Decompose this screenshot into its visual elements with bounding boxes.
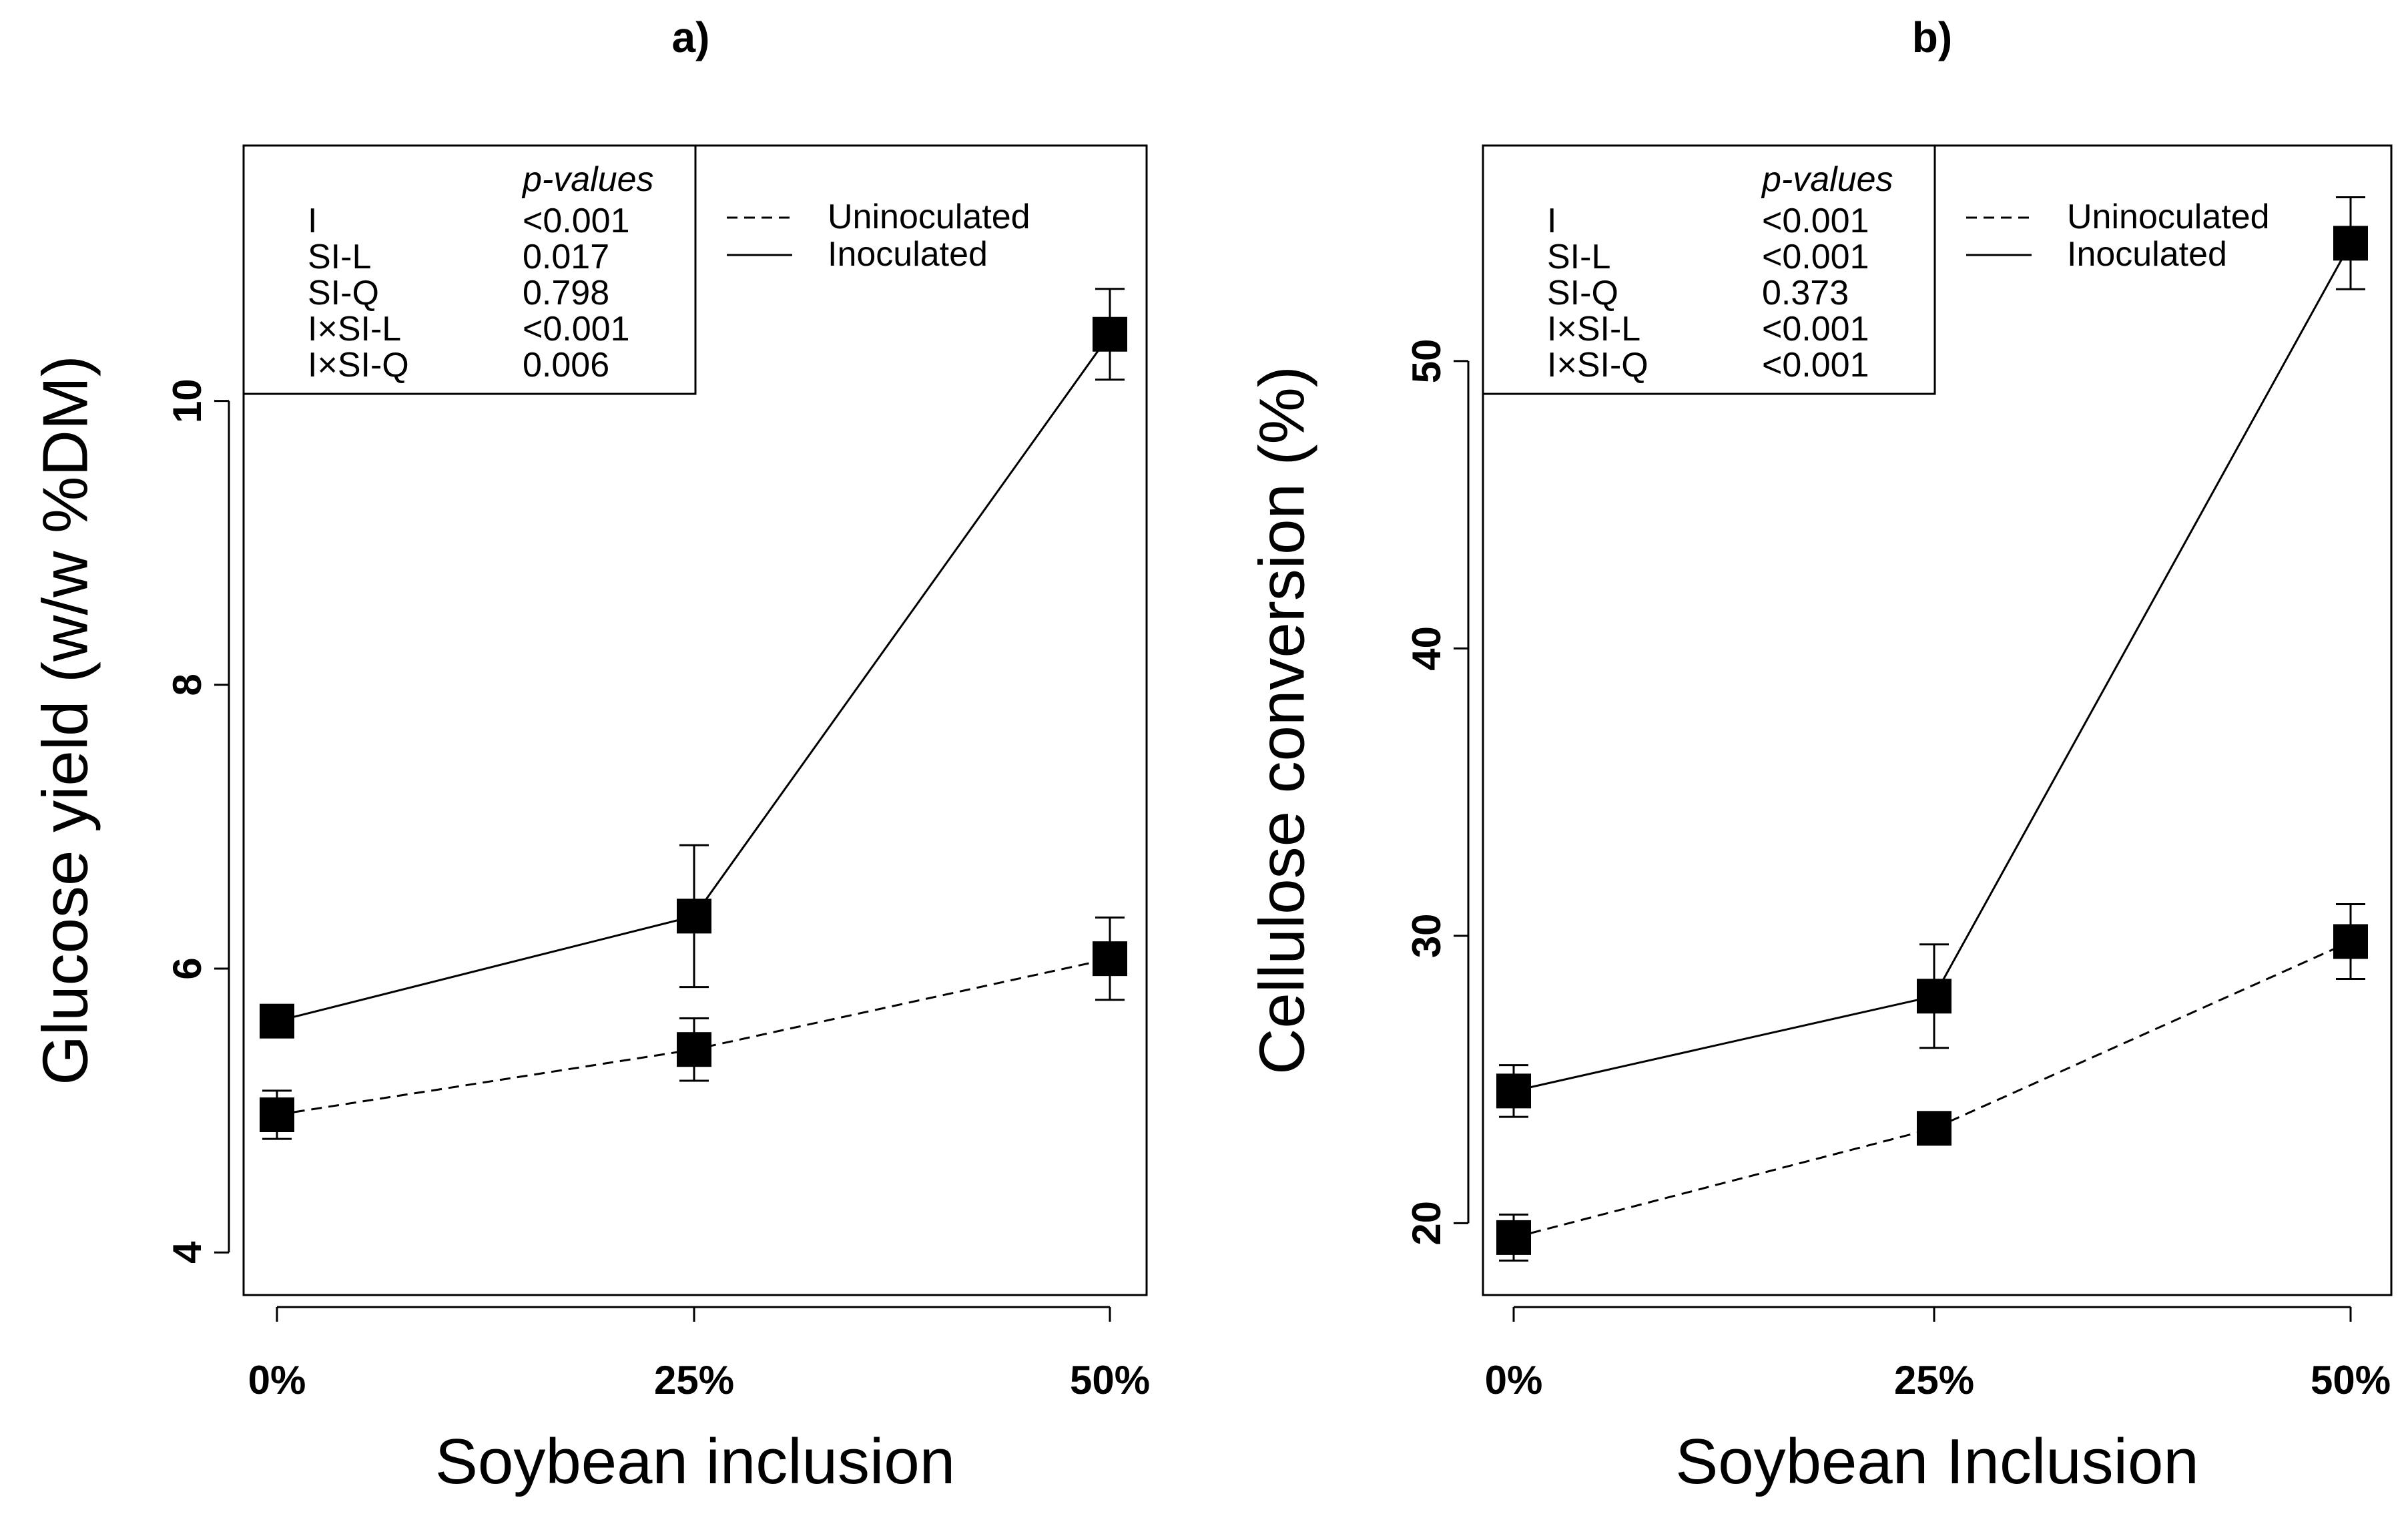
data-point [1496,1220,1531,1255]
y-tick-label: 20 [1404,1201,1449,1246]
y-tick-label: 6 [165,957,210,979]
y-tick-label: 4 [165,1241,210,1264]
y-tick-label: 8 [165,674,210,696]
data-point [1093,316,1127,352]
pvalue-header: p-values [521,160,654,199]
pvalue-term: I×SI-Q [308,346,409,385]
pvalue-value: 0.017 [523,238,609,276]
chart-panel-b: b) 0% 25% 50% Soybean Inclusion 20 30 40 50 Cellu… [1246,13,2393,1497]
data-point [2333,924,2368,959]
pvalue-term: I [308,202,317,240]
y-tick-label: 30 [1404,914,1449,959]
data-point [1917,979,1951,1014]
pvalue-term: SI-L [308,238,371,276]
pvalue-value: <0.001 [1762,346,1869,385]
panel-label: a) [672,13,710,61]
plot-frame [1482,144,2393,1296]
chart-panel-a: a) 0% 25% 50% Soybean inclusion 4 6 8 10 Glucose … [29,13,1150,1497]
pvalue-term: SI-L [1547,238,1610,276]
pvalue-term: I×SI-L [308,310,401,348]
pvalue-value: <0.001 [1762,238,1869,276]
pvalue-value: <0.001 [1762,310,1869,348]
pvalue-term: SI-Q [308,274,379,312]
data-point [677,1032,711,1067]
series-uninoculated [1496,903,2368,1262]
series-inoculated [1496,196,2368,1118]
data-point [1496,1073,1531,1109]
pvalue-term: I×SI-Q [1547,346,1648,385]
pvalue-value: 0.373 [1762,274,1849,312]
pvalue-table: p-values I <0.001 SI-L 0.017 SI-Q 0.798 I×SI-L <… [242,144,697,395]
legend-label: Inoculated [2067,235,2227,274]
pvalue-value: <0.001 [1762,202,1869,240]
series-inoculated [260,288,1127,1039]
pvalue-value: 0.006 [523,346,609,385]
pvalue-table: p-values I <0.001 SI-L <0.001 SI-Q 0.373 I×SI-L… [1482,144,1936,395]
pvalue-term: SI-Q [1547,274,1618,312]
pvalue-value: <0.001 [523,202,630,240]
pvalue-table-box [1482,144,1936,395]
legend-label: Uninoculated [828,198,1030,236]
x-tick-label: 0% [248,1358,306,1402]
y-tick-label: 10 [165,378,210,423]
panel-label: b) [1912,13,1952,61]
pvalue-header: p-values [1761,160,1893,199]
y-tick-label: 40 [1404,626,1449,671]
legend-label: Uninoculated [2067,198,2270,236]
y-axis-title: Glucose yield (w/w %DM) [29,355,101,1085]
pvalue-value: <0.001 [523,310,630,348]
data-point [1093,941,1127,977]
data-point [677,899,711,934]
series-uninoculated [260,917,1127,1140]
x-axis-title: Soybean inclusion [435,1426,955,1497]
x-tick-label: 0% [1485,1358,1543,1402]
x-tick-label: 50% [1070,1358,1150,1402]
pvalue-value: 0.798 [523,274,609,312]
data-point [260,1097,294,1133]
legend-label: Inoculated [828,235,988,274]
data-point [260,1003,294,1039]
x-tick-label: 25% [654,1358,734,1402]
data-point [1917,1111,1951,1146]
pvalue-term: I [1547,202,1556,240]
pvalue-table-box [242,144,697,395]
pvalue-term: I×SI-L [1547,310,1640,348]
x-axis-title: Soybean Inclusion [1675,1426,2199,1497]
y-tick-label: 50 [1404,339,1449,384]
x-tick-label: 25% [1894,1358,1974,1402]
data-point [2333,226,2368,261]
y-axis-title: Cellulose conversion (%) [1246,366,1317,1075]
x-tick-label: 50% [2311,1358,2391,1402]
